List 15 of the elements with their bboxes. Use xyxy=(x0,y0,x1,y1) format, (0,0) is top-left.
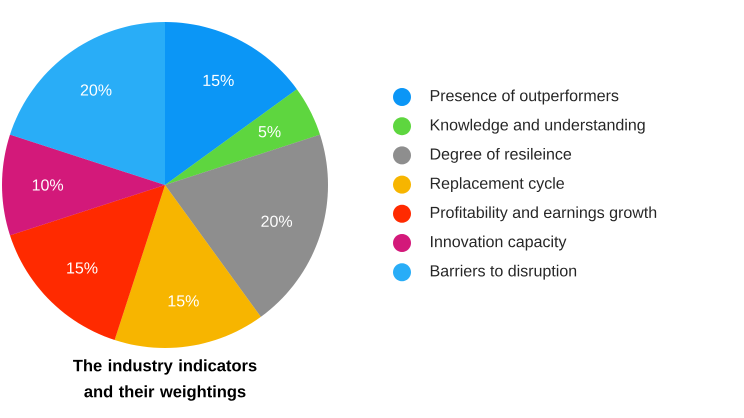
data-label: 15% xyxy=(168,295,199,307)
legend-label: Degree of resileince xyxy=(430,148,572,163)
legend-label: Replacement cycle xyxy=(430,177,564,192)
legend-label: Knowledge and understanding xyxy=(430,118,645,134)
legend-label: Presence of outperformers xyxy=(430,90,618,104)
data-label: 10% xyxy=(32,179,64,191)
legend-label: Innovation capacity xyxy=(431,236,566,250)
text: The industry indicators and their weightings xyxy=(73,359,256,401)
data-label: 20% xyxy=(261,216,292,227)
legend-label: Barriers to disruption xyxy=(430,264,576,280)
data-label: 15% xyxy=(204,74,234,86)
legend-label: Profitability and earnings growth xyxy=(430,206,656,222)
data-label: 15% xyxy=(67,262,98,274)
data-label: 20% xyxy=(80,84,112,96)
data-label: 5% xyxy=(258,126,281,138)
